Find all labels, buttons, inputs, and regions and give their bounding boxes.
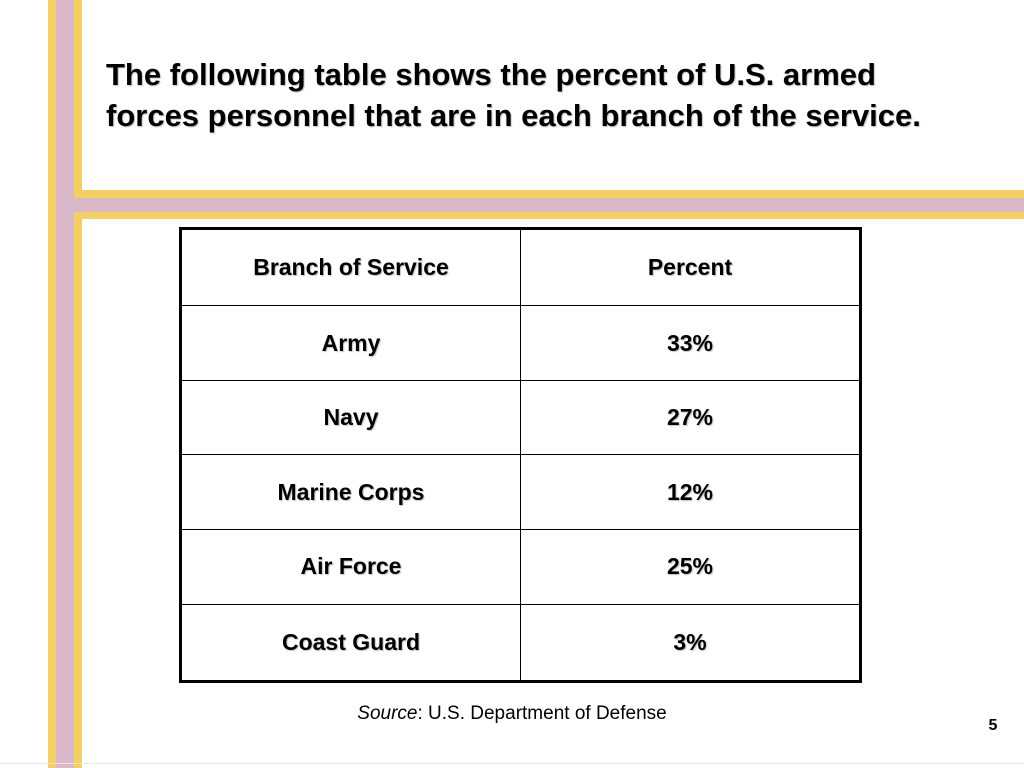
cell-percent: 27%: [520, 379, 861, 456]
slide-number: 5: [988, 717, 998, 734]
frame-stripe-yellow-right: [74, 0, 82, 768]
branch-percent-table: Branch of Service Percent Army 33% Navy …: [179, 227, 862, 683]
cell-branch: Marine Corps: [180, 454, 521, 531]
cell-percent: 3%: [520, 603, 861, 683]
source-label: Source: [357, 703, 418, 724]
slide-title: The following table shows the percent of…: [106, 57, 921, 133]
bottom-divider: [0, 763, 1024, 764]
header-percent: Percent: [520, 227, 861, 307]
source-text: : U.S. Department of Defense: [417, 703, 667, 724]
frame-stripe-yellow-bottom: [74, 212, 1024, 219]
source-note: Source: U.S. Department of Defense: [0, 703, 1024, 725]
table-row: Coast Guard 3%: [180, 603, 861, 683]
cell-branch: Air Force: [180, 529, 521, 605]
table-row: Army 33%: [180, 305, 861, 381]
table-row: Navy 27%: [180, 379, 861, 456]
frame-stripe-yellow-left: [48, 0, 56, 768]
frame-stripe-pink-horizontal: [74, 198, 1024, 212]
frame-stripe-pink-vertical: [56, 0, 74, 768]
cell-percent: 25%: [520, 529, 861, 605]
cell-percent: 33%: [520, 305, 861, 381]
frame-stripe-yellow-top: [74, 190, 1024, 198]
table-row: Marine Corps 12%: [180, 454, 861, 531]
table-row: Air Force 25%: [180, 529, 861, 605]
header-branch: Branch of Service: [180, 227, 521, 307]
cell-branch: Army: [180, 305, 521, 381]
table-header-row: Branch of Service Percent: [180, 227, 861, 307]
cell-percent: 12%: [520, 454, 861, 531]
cell-branch: Coast Guard: [180, 603, 521, 683]
cell-branch: Navy: [180, 379, 521, 456]
